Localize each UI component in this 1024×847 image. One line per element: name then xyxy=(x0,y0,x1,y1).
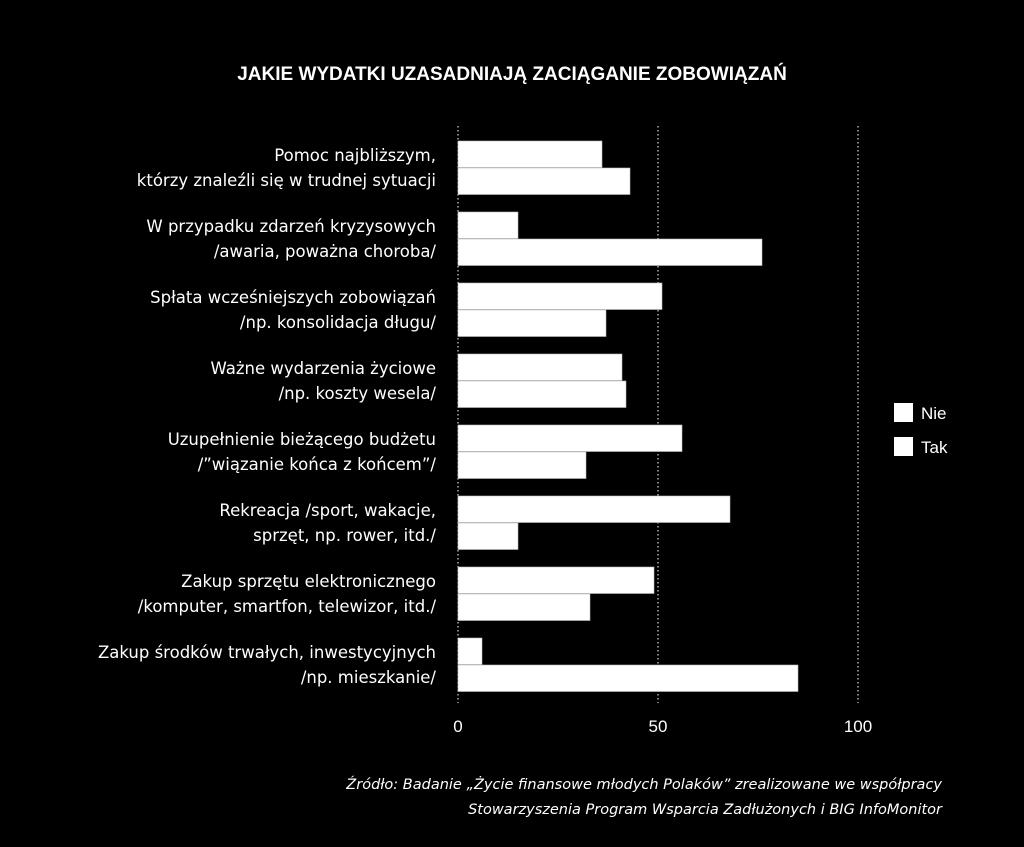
bar-tak-5 xyxy=(457,451,587,479)
category-label-5-line-2: /”wiązanie końca z końcem”/ xyxy=(198,455,437,474)
x-tick-label-0: 0 xyxy=(453,717,462,736)
category-labels: Pomoc najbliższym, którzy znaleźli się w … xyxy=(98,146,437,687)
category-label-8-line-2: /np. mieszkanie/ xyxy=(301,668,437,687)
category-label-3-line-1: Spłata wcześniejszych zobowiązań xyxy=(150,288,436,307)
bar-nie-4 xyxy=(457,353,623,381)
bar-nie-3 xyxy=(457,282,663,310)
legend-swatch-tak xyxy=(894,437,913,456)
bar-nie-5 xyxy=(457,424,683,452)
category-label-3-line-2: /np. konsolidacja długu/ xyxy=(240,313,437,332)
bar-tak-7 xyxy=(457,593,591,621)
bar-nie-6 xyxy=(457,495,731,523)
bar-tak-3 xyxy=(457,309,607,337)
bar-tak-8 xyxy=(457,664,799,692)
category-label-1-line-1: Pomoc najbliższym, xyxy=(274,146,436,165)
bars xyxy=(457,140,799,692)
bar-tak-4 xyxy=(457,380,627,408)
legend-label-nie: Nie xyxy=(921,404,947,423)
bar-nie-8 xyxy=(457,637,483,665)
category-label-2-line-2: /awaria, poważna choroba/ xyxy=(214,242,437,261)
bar-nie-2 xyxy=(457,211,519,239)
legend: Nie Tak xyxy=(894,403,948,457)
source-line-2: Stowarzyszenia Program Wsparcia Zadłużon… xyxy=(468,802,943,818)
category-label-6-line-1: Rekreacja /sport, wakacje, xyxy=(219,501,436,520)
category-label-1-line-2: którzy znaleźli się w trudnej sytuacji xyxy=(137,171,436,190)
bar-tak-6 xyxy=(457,522,519,550)
source-line-1: Źródło: Badanie „Życie finansowe młodych… xyxy=(345,775,942,793)
category-label-8-line-1: Zakup środków trwałych, inwestycyjnych xyxy=(98,643,436,662)
bar-tak-2 xyxy=(457,238,763,266)
x-tick-label-50: 50 xyxy=(649,717,668,736)
bar-nie-7 xyxy=(457,566,655,594)
category-label-7-line-2: /komputer, smartfon, telewizor, itd./ xyxy=(138,597,437,616)
chart-title: JAKIE WYDATKI UZASADNIAJĄ ZACIĄGANIE ZOB… xyxy=(237,63,787,85)
category-label-2-line-1: W przypadku zdarzeń kryzysowych xyxy=(146,217,436,236)
bar-tak-1 xyxy=(457,167,631,195)
category-label-4-line-2: /np. koszty wesela/ xyxy=(279,384,437,403)
legend-label-tak: Tak xyxy=(921,438,948,457)
x-tick-label-100: 100 xyxy=(844,717,872,736)
category-label-7-line-1: Zakup sprzętu elektronicznego xyxy=(181,572,436,591)
category-label-6-line-2: sprzęt, np. rower, itd./ xyxy=(253,526,436,545)
bar-nie-1 xyxy=(457,140,603,168)
x-tick-labels: 0 50 100 xyxy=(453,717,872,736)
legend-swatch-nie xyxy=(894,403,913,422)
category-label-4-line-1: Ważne wydarzenia życiowe xyxy=(210,359,436,378)
category-label-5-line-1: Uzupełnienie bieżącego budżetu xyxy=(168,430,436,449)
